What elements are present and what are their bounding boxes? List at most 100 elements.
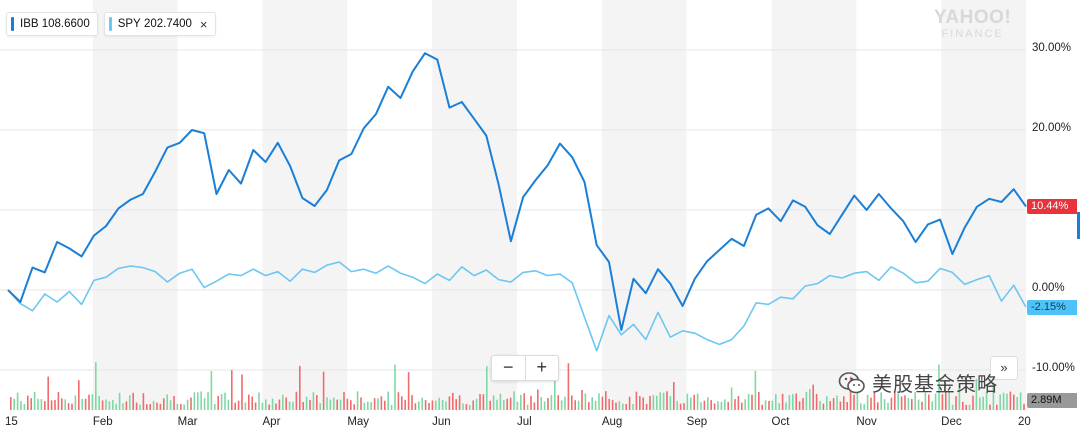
volume-bar <box>958 382 961 410</box>
volume-bar <box>299 365 301 410</box>
volume-bar <box>292 401 294 410</box>
y-tick-label: 30.00% <box>1032 42 1072 54</box>
volume-bar <box>64 399 66 410</box>
expand-range-button[interactable]: » <box>990 356 1018 380</box>
volume-bar <box>686 393 689 410</box>
volume-bar <box>730 387 733 410</box>
x-tick-label: Feb <box>92 416 113 428</box>
volume-bar <box>618 401 621 410</box>
volume-bar <box>363 402 366 410</box>
zoom-out-button[interactable]: − <box>502 357 514 377</box>
volume-bar <box>605 391 607 410</box>
volume-bar <box>186 399 189 410</box>
last-value-label-spy: -2.15% <box>1027 300 1077 316</box>
volume-bar <box>295 391 298 410</box>
volume-bar <box>288 401 291 410</box>
volume-bar <box>921 401 923 410</box>
series-line-spy <box>7 261 1027 352</box>
volume-bar <box>414 403 417 410</box>
volume-bar <box>652 395 655 410</box>
volume-bar <box>482 394 485 410</box>
zoom-in-button[interactable]: + <box>536 357 547 377</box>
volume-bar <box>778 403 780 410</box>
volume-bar <box>452 392 454 410</box>
volume-bar <box>40 399 43 410</box>
volume-bar <box>479 393 481 410</box>
volume-bar <box>547 398 549 410</box>
volume-bar <box>744 399 746 410</box>
volume-bar <box>693 394 695 410</box>
volume-bar <box>632 403 634 410</box>
month-band <box>686 0 772 410</box>
volume-bar <box>30 398 32 410</box>
volume-bar <box>635 391 638 410</box>
ibb-symbol: IBB <box>20 18 39 30</box>
volume-label: 2.89M <box>1027 393 1077 408</box>
volume-bar <box>54 400 56 410</box>
volume-bar <box>176 403 179 410</box>
volume-bar <box>951 404 954 410</box>
volume-bar <box>78 380 80 410</box>
volume-bar <box>717 401 719 410</box>
volume-bar <box>27 395 29 410</box>
volume-bar <box>965 404 967 410</box>
month-band <box>771 0 857 410</box>
volume-bar <box>520 394 522 410</box>
volume-bar <box>734 399 736 410</box>
y-tick-label: 20.00% <box>1032 122 1072 134</box>
volume-bar <box>611 399 614 410</box>
volume-bar <box>285 397 287 410</box>
volume-bar <box>13 398 15 410</box>
volume-bar <box>577 400 580 410</box>
volume-bar <box>989 404 991 410</box>
volume-bar <box>152 400 155 410</box>
series-line-ibb <box>7 52 1027 331</box>
volume-bar <box>690 397 692 410</box>
volume-bar <box>74 395 77 410</box>
volume-bar <box>261 402 264 410</box>
volume-bar <box>163 398 165 410</box>
volume-bar <box>1013 394 1015 410</box>
volume-bar <box>275 403 277 410</box>
volume-bar <box>880 392 882 410</box>
volume-bar <box>608 398 610 410</box>
legend-chip-spy[interactable]: SPY 202.7400 × <box>103 12 216 36</box>
volume-bar <box>564 396 566 410</box>
volume-bar <box>829 401 831 410</box>
volume-bar <box>302 402 304 410</box>
volume-bar <box>319 403 321 410</box>
volume-bar <box>805 391 808 410</box>
volume-bar <box>23 403 26 410</box>
volume-bar <box>683 403 685 410</box>
volume-bar <box>353 404 355 410</box>
volume-bar <box>768 400 770 410</box>
volume-bar <box>203 398 206 410</box>
volume-bar <box>350 400 352 410</box>
spy-color-swatch <box>108 17 112 31</box>
volume-bar <box>622 403 624 410</box>
volume-bar <box>574 400 576 410</box>
volume-bar <box>394 364 396 410</box>
volume-bar <box>98 396 100 410</box>
volume-bar <box>883 399 886 410</box>
volume-bar <box>530 395 532 410</box>
x-tick-label: Jul <box>517 416 532 428</box>
volume-bar <box>360 397 362 410</box>
remove-comparison-close-icon[interactable]: × <box>199 16 208 32</box>
volume-bar <box>914 392 916 410</box>
volume-bar <box>703 400 706 410</box>
volume-bar <box>224 392 226 410</box>
volume-bar <box>781 393 784 410</box>
volume-bar <box>724 399 726 410</box>
volume-bar <box>438 397 440 410</box>
volume-bar <box>200 391 202 410</box>
volume-bar <box>812 384 814 410</box>
volume-bar <box>537 389 539 410</box>
volume-bar <box>326 397 328 410</box>
volume-bar <box>554 380 556 410</box>
legend-chip-ibb[interactable]: IBB 108.6600 <box>6 12 98 36</box>
volume-bar <box>91 394 94 410</box>
volume-bar <box>696 393 699 410</box>
volume-bar <box>57 392 60 410</box>
